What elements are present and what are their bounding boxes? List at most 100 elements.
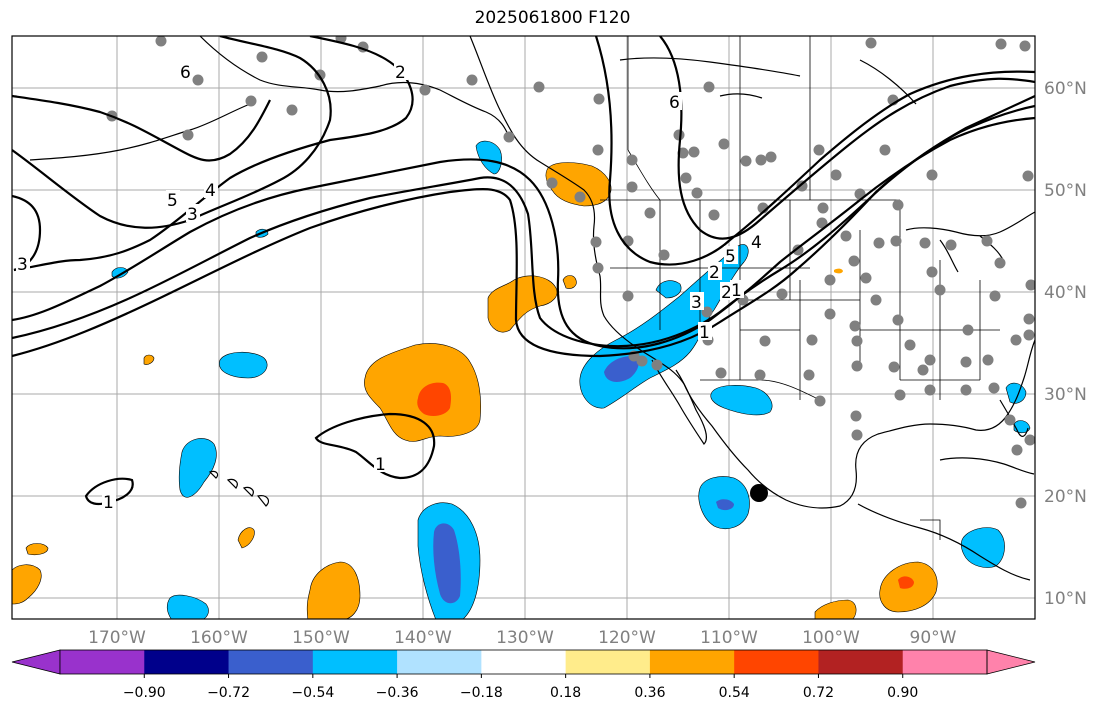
station-dot <box>1011 444 1023 456</box>
station-dot <box>691 187 703 199</box>
station-dot <box>865 37 877 49</box>
colorbar-segment <box>312 650 398 674</box>
contour-line <box>659 36 1035 240</box>
contour-line <box>84 477 134 506</box>
station-dot <box>894 389 906 401</box>
station-dot <box>879 144 891 156</box>
station-dot <box>960 384 972 396</box>
contour-label: 2 <box>709 263 720 283</box>
colorbar-extend-max <box>986 649 1036 675</box>
station-dot <box>813 144 825 156</box>
contour-label: 5 <box>167 191 178 211</box>
contour-label: 5 <box>725 247 736 267</box>
station-dot <box>960 356 972 368</box>
station-dot <box>890 235 902 247</box>
longitude-tick-label: 140°W <box>394 628 452 648</box>
station-dot <box>926 169 938 181</box>
station-dot <box>592 144 604 156</box>
colorbar-segment <box>734 650 819 674</box>
station-dot <box>803 369 815 381</box>
station-dot <box>708 209 720 221</box>
longitude-tick-label: 120°W <box>598 628 656 648</box>
colorbar-segment <box>481 650 567 674</box>
colorbar-tick-label: −0.54 <box>291 685 334 701</box>
contour-label: 1 <box>375 455 386 475</box>
longitude-tick-label: 100°W <box>802 628 860 648</box>
contour-label: 6 <box>180 63 191 83</box>
station-dot <box>849 320 861 332</box>
latitude-labels: 60°N 50°N 40°N 30°N 20°N 10°N <box>1044 79 1087 609</box>
station-dot <box>192 74 204 86</box>
strong-negative-anomaly-region <box>604 356 639 382</box>
contour-label: 4 <box>751 233 762 253</box>
station-dot <box>740 155 752 167</box>
station-dot <box>622 290 634 302</box>
positive-anomaly-region <box>12 564 42 605</box>
contour-label: 6 <box>669 93 680 113</box>
contour-line <box>12 94 271 162</box>
positive-anomaly-region <box>834 268 843 274</box>
contour-labels: 6 2 5 4 3 3 6 5 4 2 1 1 1 1 <box>16 62 764 513</box>
colorbar-segment <box>397 650 482 674</box>
colorbar-segment <box>902 650 988 674</box>
colorbar-tick-label: 0.54 <box>719 685 750 701</box>
latitude-tick-label: 60°N <box>1044 79 1087 99</box>
negative-anomaly-region <box>710 385 773 416</box>
station-dot <box>590 236 602 248</box>
station-dot <box>651 359 663 371</box>
station-dot <box>806 334 818 346</box>
colorbar-segment <box>649 650 735 674</box>
colorbar-border <box>59 649 988 675</box>
contour-label: 2 <box>395 63 406 83</box>
strong-positive-anomaly-region <box>898 576 914 589</box>
station-dot <box>870 294 882 306</box>
station-dot <box>715 367 727 379</box>
station-dot <box>155 36 167 47</box>
colorbar-segment <box>60 650 145 674</box>
station-dot <box>995 38 1007 50</box>
colorbar-tick-label: 0.90 <box>887 685 918 701</box>
contour-line <box>12 95 1035 358</box>
station-dot <box>680 172 692 184</box>
station-dot <box>924 354 936 366</box>
station-dot <box>850 410 862 422</box>
station-dot <box>419 84 431 96</box>
station-dot <box>824 308 836 320</box>
station-dot <box>688 146 700 158</box>
station-dot <box>593 93 605 105</box>
map-frame <box>11 35 1036 620</box>
station-dot <box>926 266 938 278</box>
negative-anomaly-region <box>655 280 682 299</box>
station-dot <box>754 369 766 381</box>
station-dot <box>1023 329 1035 341</box>
colorbar-tick-label: 0.72 <box>803 685 834 701</box>
station-dot <box>658 249 670 261</box>
positive-anomaly-region <box>25 543 49 556</box>
location-marker[interactable] <box>750 484 768 502</box>
station-dot <box>626 181 638 193</box>
station-dot <box>466 74 478 86</box>
contour-label: 1 <box>103 493 114 513</box>
station-dot <box>848 255 860 267</box>
station-dot <box>718 138 730 150</box>
station-dot <box>888 361 900 373</box>
map-area[interactable] <box>12 36 1035 619</box>
station-dot <box>765 151 777 163</box>
station-dot <box>816 217 828 229</box>
station-dot <box>703 81 715 93</box>
station-dot <box>873 237 885 249</box>
contour-label: 1 <box>731 281 742 301</box>
station-dot <box>1004 414 1016 426</box>
station-dot <box>245 95 257 107</box>
longitude-tick-label: 150°W <box>292 628 350 648</box>
colorbar-tick-label: −0.36 <box>376 685 419 701</box>
longitude-tick-label: 110°W <box>700 628 758 648</box>
station-dot <box>1023 313 1035 325</box>
negative-anomaly-region <box>1013 420 1031 434</box>
station-dot <box>636 355 648 367</box>
contour-label: 3 <box>17 255 28 275</box>
strong-positive-anomaly-region <box>417 382 452 416</box>
strong-negative-anomaly-region <box>433 523 461 604</box>
positive-anomaly-region <box>562 275 577 289</box>
colorbar-segment <box>228 650 314 674</box>
